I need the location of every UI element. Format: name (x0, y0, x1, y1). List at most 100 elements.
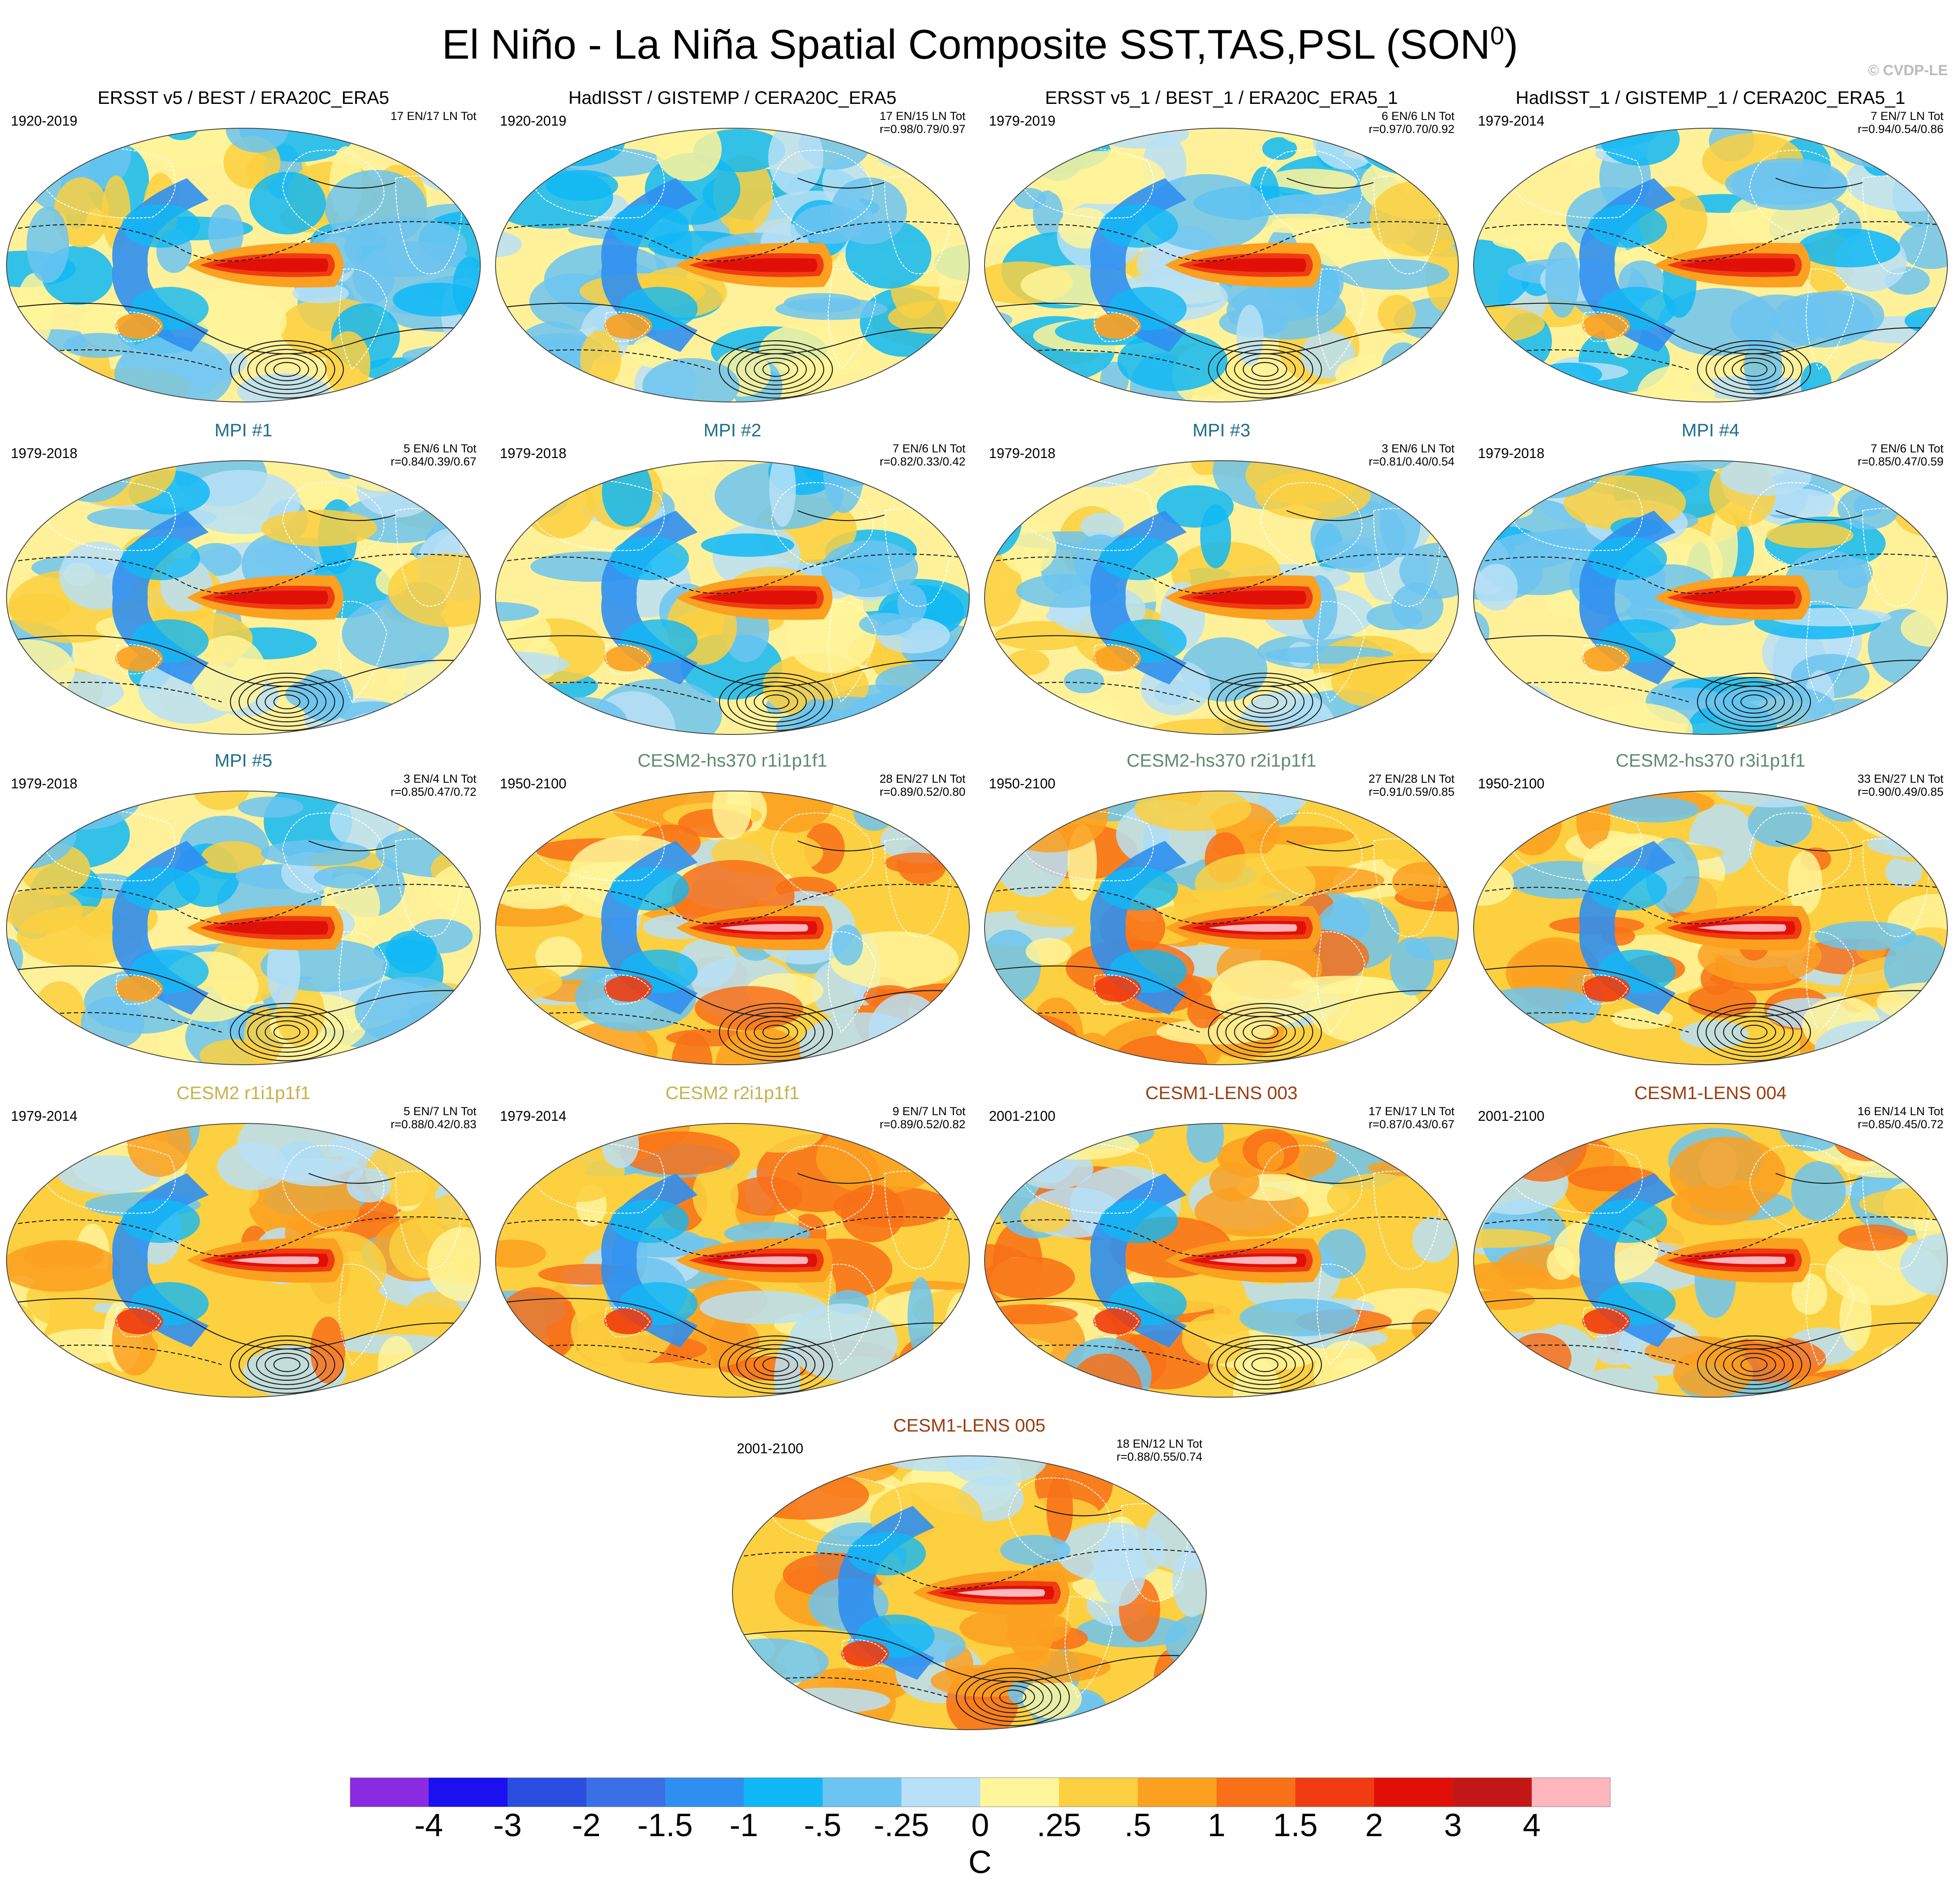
map-panel: CESM2-hs370 r2i1p1f1 1950-2100 27 EN/28 LN… (982, 750, 1461, 1071)
panel-title: MPI #5 (214, 750, 273, 771)
panel-years: 1950-2100 (500, 776, 567, 791)
panel-count-text: 17 EN/15 LN Tot (879, 110, 965, 123)
map-panel: MPI #5 1979-2018 3 EN/4 LN Tot r=0.85/0.47/… (4, 750, 483, 1071)
panel-pattern-correlation: r=0.89/0.52/0.82 (879, 1118, 965, 1131)
map-panel: CESM1-LENS 003 2001-2100 17 EN/17 LN Tot r=… (982, 1082, 1461, 1404)
panel-title: CESM1-LENS 005 (893, 1415, 1046, 1435)
panel-title: CESM2 r2i1p1f1 (665, 1083, 800, 1103)
robinson-map (1473, 460, 1948, 735)
colorbar-tick-label: 2 (1365, 1807, 1383, 1843)
colorbar-segment (1374, 1777, 1453, 1807)
panel-title: MPI #4 (1681, 420, 1740, 440)
panel-pattern-correlation: r=0.84/0.39/0.67 (390, 455, 476, 468)
panel-title: ERSST v5_1 / BEST_1 / ERA20C_ERA5_1 (1045, 87, 1398, 108)
panel-pattern-correlation: r=0.94/0.54/0.86 (1857, 123, 1943, 136)
robinson-map (984, 1123, 1459, 1398)
panel-event-count: 7 EN/6 LN Tot r=0.85/0.47/0.59 (1858, 442, 1943, 468)
colorbar-tick-label: .25 (1036, 1807, 1081, 1843)
panel-count-text: 6 EN/6 LN Tot (1381, 110, 1454, 123)
panel-pattern-correlation: r=0.91/0.59/0.85 (1368, 785, 1454, 798)
panel-event-count: 27 EN/28 LN Tot r=0.91/0.59/0.85 (1368, 772, 1454, 798)
panel-event-count: 17 EN/17 LN Tot (390, 110, 476, 123)
colorbar-tick-label: -1.5 (637, 1807, 693, 1843)
robinson-map (6, 460, 481, 735)
panel-count-text: 27 EN/28 LN Tot (1368, 772, 1454, 785)
map-panel: CESM2 r2i1p1f1 1979-2014 9 EN/7 LN Tot r=0.… (493, 1082, 972, 1404)
panel-title: CESM2 r1i1p1f1 (176, 1083, 311, 1103)
colorbar-tick-label: .5 (1124, 1807, 1151, 1843)
panel-event-count: 6 EN/6 LN Tot r=0.97/0.70/0.92 (1369, 110, 1454, 136)
colorbar-segment (1059, 1777, 1138, 1807)
panel-count-text: 16 EN/14 LN Tot (1857, 1105, 1943, 1118)
panel-years: 1979-2018 (11, 445, 78, 461)
panel-count-text: 7 EN/6 LN Tot (1870, 442, 1943, 455)
copyright-label: © CVDP-LE (1868, 62, 1948, 79)
map-panel: ERSST v5 / BEST / ERA20C_ERA5 1920-2019 17… (4, 87, 483, 409)
panel-event-count: 16 EN/14 LN Tot r=0.85/0.45/0.72 (1857, 1105, 1943, 1131)
colorbar-tick-label: -4 (414, 1807, 443, 1843)
panel-title: CESM2-hs370 r1i1p1f1 (637, 750, 828, 771)
robinson-map (1473, 128, 1948, 402)
colorbar-segment (901, 1777, 981, 1807)
colorbar-segment (1138, 1777, 1217, 1807)
panel-years: 1979-2019 (989, 113, 1056, 129)
robinson-map (984, 460, 1459, 735)
figure-title-superscript: 0 (1490, 22, 1504, 50)
panel-pattern-correlation: r=0.82/0.33/0.42 (879, 455, 965, 468)
robinson-map (6, 128, 481, 402)
panel-years: 1979-2018 (989, 445, 1056, 461)
panel-years: 2001-2100 (989, 1108, 1056, 1124)
colorbar-segment (586, 1777, 666, 1807)
colorbar-tick-label: -3 (493, 1807, 522, 1843)
figure-title: El Niño - La Niña Spatial Composite SST,… (0, 12, 1960, 69)
panel-title: MPI #3 (1192, 420, 1251, 440)
robinson-map (984, 128, 1459, 402)
colorbar-segment (1453, 1777, 1532, 1807)
map-panel: CESM2-hs370 r1i1p1f1 1950-2100 28 EN/27 LN… (493, 750, 972, 1071)
robinson-map (1473, 791, 1948, 1065)
colorbar-tick-label: -1 (729, 1807, 759, 1843)
colorbar-segment (665, 1777, 744, 1807)
panel-event-count: 3 EN/6 LN Tot r=0.81/0.40/0.54 (1369, 442, 1454, 468)
colorbar-tick-label: 0 (971, 1807, 989, 1843)
colorbar-segment (507, 1777, 587, 1807)
panel-title: CESM1-LENS 003 (1145, 1083, 1298, 1103)
panel-title: HadISST / GISTEMP / CERA20C_ERA5 (568, 87, 897, 108)
panel-years: 1950-2100 (1478, 776, 1545, 791)
panel-title: CESM2-hs370 r2i1p1f1 (1126, 750, 1317, 771)
panel-years: 1979-2014 (500, 1108, 567, 1124)
panel-count-text: 5 EN/6 LN Tot (403, 442, 476, 455)
panel-event-count: 7 EN/6 LN Tot r=0.82/0.33/0.42 (880, 442, 965, 468)
colorbar-segment (1295, 1777, 1374, 1807)
robinson-map (495, 460, 970, 735)
robinson-map (495, 128, 970, 402)
panel-years: 1979-2018 (1478, 445, 1545, 461)
panel-title: CESM1-LENS 004 (1634, 1083, 1787, 1103)
figure-title-close: ) (1504, 21, 1518, 68)
colorbar-segment (744, 1777, 823, 1807)
map-panel: HadISST / GISTEMP / CERA20C_ERA5 1920-201… (493, 87, 972, 409)
panel-years: 1979-2018 (11, 776, 78, 791)
panel-years: 2001-2100 (1478, 1108, 1545, 1124)
colorbar-tick-label: 1 (1208, 1807, 1226, 1843)
panel-title: MPI #1 (214, 420, 273, 440)
colorbar-tick-label: 1.5 (1273, 1807, 1318, 1843)
colorbar-segment (980, 1777, 1059, 1807)
colorbar-segment (1216, 1777, 1296, 1807)
robinson-map (6, 1123, 481, 1398)
panel-count-text: 18 EN/12 LN Tot (1116, 1437, 1202, 1450)
panel-event-count: 9 EN/7 LN Tot r=0.89/0.52/0.82 (880, 1105, 965, 1131)
panel-event-count: 5 EN/6 LN Tot r=0.84/0.39/0.67 (391, 442, 476, 468)
panel-count-text: 3 EN/4 LN Tot (403, 772, 476, 785)
panel-years: 2001-2100 (737, 1441, 804, 1456)
panel-count-text: 5 EN/7 LN Tot (403, 1105, 476, 1118)
panel-count-text: 9 EN/7 LN Tot (892, 1105, 965, 1118)
colorbar (350, 1777, 1611, 1807)
robinson-map (1473, 1123, 1948, 1398)
panel-count-text: 17 EN/17 LN Tot (1368, 1105, 1454, 1118)
panel-count-text: 28 EN/27 LN Tot (879, 772, 965, 785)
panel-pattern-correlation: r=0.98/0.79/0.97 (879, 123, 965, 136)
panel-pattern-correlation: r=0.90/0.49/0.85 (1857, 785, 1943, 798)
robinson-map (984, 791, 1459, 1065)
colorbar-segment (429, 1777, 508, 1807)
